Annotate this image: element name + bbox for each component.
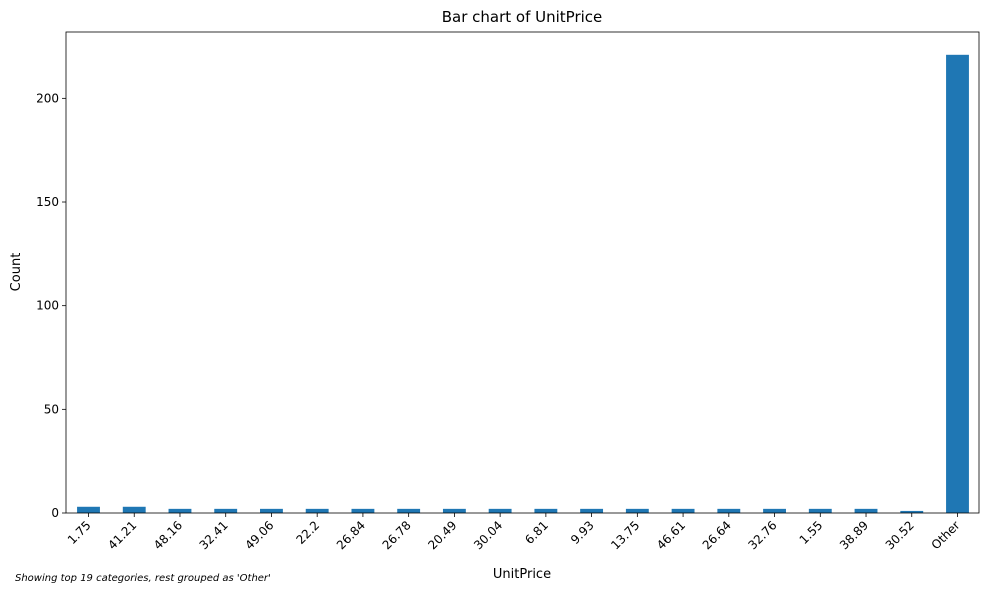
bar-9.93	[580, 508, 604, 513]
x-tick-label: 22.2	[294, 518, 323, 547]
x-tick-label: 13.75	[608, 518, 642, 552]
bar-26.84	[351, 508, 375, 513]
y-tick-label: 150	[36, 195, 59, 209]
bar-20.49	[442, 508, 466, 513]
bar-48.16	[168, 508, 192, 513]
x-tick-label: 6.81	[522, 518, 551, 547]
x-tick-label: 1.75	[65, 518, 94, 547]
x-tick-label: 26.78	[380, 518, 414, 552]
bar-46.61	[671, 508, 695, 513]
y-tick-label: 50	[44, 402, 59, 416]
x-tick-label: 49.06	[242, 518, 276, 552]
y-tick-label: 100	[36, 299, 59, 313]
bar-41.21	[122, 506, 146, 513]
bar-22.2	[305, 508, 329, 513]
x-tick-label: 46.61	[654, 518, 688, 552]
x-axis: 1.75 41.21 48.16 32.41 49.06 22.2 26.84 26.78 20…	[65, 513, 963, 552]
x-tick-label: 9.93	[568, 518, 597, 547]
x-tick-label: 38.89	[837, 518, 871, 552]
y-axis-label: Count	[9, 253, 24, 292]
y-tick-label: 200	[36, 91, 59, 105]
bar-30.52	[900, 510, 924, 513]
bar-13.75	[625, 508, 649, 513]
x-tick-label: 32.41	[197, 518, 231, 552]
x-tick-label: 30.52	[883, 518, 917, 552]
bar-32.76	[763, 508, 786, 513]
footnote: Showing top 19 categories, rest grouped …	[15, 573, 271, 584]
x-tick-label: 26.84	[334, 518, 368, 552]
x-tick-label: 41.21	[105, 518, 139, 552]
x-tick-label: 30.04	[471, 518, 505, 552]
x-tick-label: Other	[929, 518, 963, 552]
x-tick-label: 1.55	[797, 518, 826, 547]
bar-49.06	[260, 508, 283, 513]
bar-1.55	[808, 508, 832, 513]
bar-30.04	[488, 508, 512, 513]
bar-38.89	[854, 508, 878, 513]
x-tick-label: 48.16	[151, 518, 185, 552]
x-tick-label: 32.76	[745, 518, 779, 552]
bar-1.75	[77, 506, 100, 513]
bar-26.78	[397, 508, 421, 513]
bar-Other	[946, 54, 969, 514]
bar-6.81	[534, 508, 558, 513]
chart-title: Bar chart of UnitPrice	[442, 8, 603, 26]
x-tick-label: 20.49	[425, 518, 459, 552]
bar-26.64	[717, 508, 741, 513]
x-tick-label: 26.64	[700, 518, 734, 552]
y-tick-label: 0	[51, 506, 59, 520]
y-axis: 0 50 100 150 200	[36, 91, 66, 520]
plot-frame	[65, 31, 980, 514]
x-axis-label: UnitPrice	[493, 567, 551, 582]
bar-32.41	[214, 508, 238, 513]
bars-group	[77, 54, 969, 514]
